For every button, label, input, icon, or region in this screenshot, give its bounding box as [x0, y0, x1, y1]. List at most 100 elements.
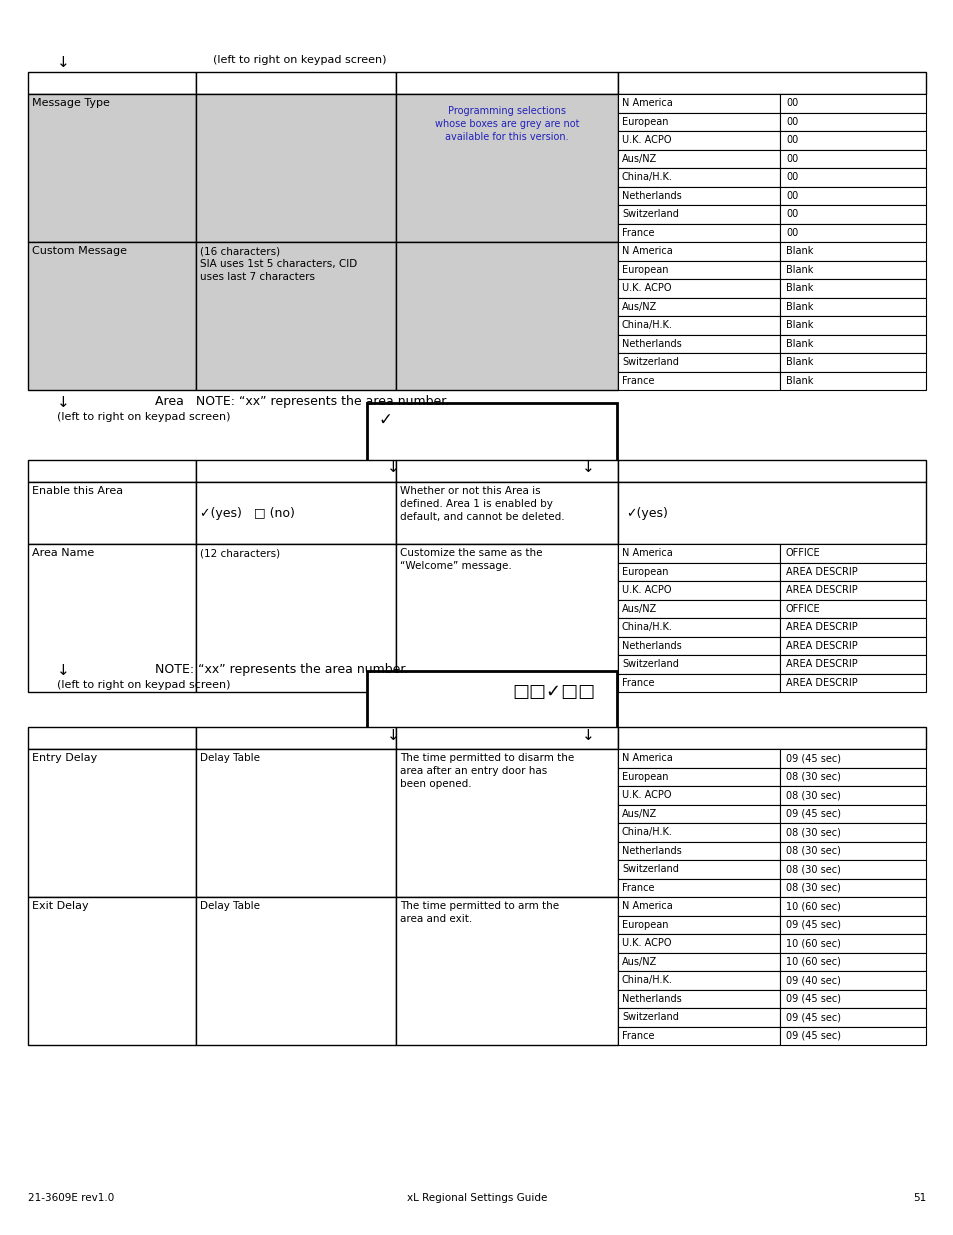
- Bar: [28, 543, 195, 692]
- Text: Customize the same as the
“Welcome” message.: Customize the same as the “Welcome” mess…: [399, 548, 542, 572]
- Text: 51: 51: [912, 1193, 925, 1203]
- Text: 08 (30 sec): 08 (30 sec): [785, 883, 840, 893]
- Text: AREA DESCRIP: AREA DESCRIP: [785, 641, 857, 651]
- Text: ↓: ↓: [581, 727, 594, 743]
- Text: AREA DESCRIP: AREA DESCRIP: [785, 659, 857, 669]
- Bar: [618, 186, 780, 205]
- Text: Switzerland: Switzerland: [621, 659, 679, 669]
- Text: 00: 00: [785, 190, 798, 201]
- Bar: [618, 562, 780, 580]
- Text: Blank: Blank: [785, 320, 813, 330]
- Bar: [618, 727, 925, 748]
- Bar: [780, 655, 925, 673]
- Text: Exit Delay: Exit Delay: [32, 902, 89, 911]
- Text: N America: N America: [621, 902, 672, 911]
- Text: Blank: Blank: [785, 357, 813, 367]
- Text: 08 (30 sec): 08 (30 sec): [785, 864, 840, 874]
- Bar: [28, 94, 195, 242]
- Bar: [618, 934, 780, 952]
- Bar: [780, 279, 925, 298]
- Bar: [780, 242, 925, 261]
- Text: AREA DESCRIP: AREA DESCRIP: [785, 678, 857, 688]
- Bar: [780, 205, 925, 224]
- Bar: [780, 878, 925, 897]
- Text: Entry Delay: Entry Delay: [32, 753, 97, 763]
- Bar: [395, 459, 618, 482]
- Bar: [618, 1008, 780, 1026]
- Bar: [780, 673, 925, 692]
- Text: China/H.K.: China/H.K.: [621, 320, 672, 330]
- Text: France: France: [621, 678, 654, 688]
- Text: N America: N America: [621, 246, 672, 256]
- Bar: [618, 841, 780, 860]
- Bar: [195, 748, 395, 897]
- Text: (16 characters)
SIA uses 1st 5 characters, CID
uses last 7 characters: (16 characters) SIA uses 1st 5 character…: [200, 246, 356, 283]
- Text: 10 (60 sec): 10 (60 sec): [785, 902, 840, 911]
- Bar: [618, 72, 925, 94]
- Text: Switzerland: Switzerland: [621, 1013, 679, 1023]
- Bar: [780, 224, 925, 242]
- Bar: [28, 482, 195, 543]
- Bar: [780, 372, 925, 390]
- Bar: [195, 242, 395, 390]
- Bar: [780, 915, 925, 934]
- Text: □□✓□□: □□✓□□: [512, 683, 595, 701]
- Bar: [618, 636, 780, 655]
- Text: 09 (45 sec): 09 (45 sec): [785, 753, 841, 763]
- Text: 10 (60 sec): 10 (60 sec): [785, 957, 840, 967]
- Bar: [195, 543, 395, 692]
- Text: ↓: ↓: [57, 663, 70, 678]
- Text: 00: 00: [785, 99, 798, 109]
- Text: The time permitted to disarm the
area after an entry door has
been opened.: The time permitted to disarm the area af…: [399, 753, 574, 789]
- Text: France: France: [621, 227, 654, 238]
- Text: Aus/NZ: Aus/NZ: [621, 809, 657, 819]
- Text: ↓: ↓: [57, 56, 70, 70]
- Text: China/H.K.: China/H.K.: [621, 622, 672, 632]
- Bar: [618, 205, 780, 224]
- Bar: [780, 636, 925, 655]
- Bar: [618, 353, 780, 372]
- Text: ✓(yes)   □ (no): ✓(yes) □ (no): [200, 506, 294, 520]
- Bar: [195, 482, 395, 543]
- Bar: [618, 372, 780, 390]
- Bar: [618, 878, 780, 897]
- Bar: [780, 149, 925, 168]
- Text: China/H.K.: China/H.K.: [621, 976, 672, 986]
- Text: Switzerland: Switzerland: [621, 864, 679, 874]
- Text: European: European: [621, 264, 668, 274]
- Bar: [780, 94, 925, 112]
- Bar: [618, 149, 780, 168]
- Text: Netherlands: Netherlands: [621, 190, 681, 201]
- Bar: [618, 952, 780, 971]
- Bar: [618, 543, 780, 562]
- Text: France: France: [621, 375, 654, 385]
- Text: Netherlands: Netherlands: [621, 641, 681, 651]
- Text: Switzerland: Switzerland: [621, 209, 679, 220]
- Bar: [780, 618, 925, 636]
- Text: Whether or not this Area is
defined. Area 1 is enabled by
default, and cannot be: Whether or not this Area is defined. Are…: [399, 487, 564, 522]
- Bar: [618, 767, 780, 785]
- Text: Delay Table: Delay Table: [200, 753, 260, 763]
- Text: 09 (45 sec): 09 (45 sec): [785, 1013, 841, 1023]
- Bar: [618, 748, 780, 767]
- Text: 21-3609E rev1.0: 21-3609E rev1.0: [28, 1193, 114, 1203]
- Text: AREA DESCRIP: AREA DESCRIP: [785, 622, 857, 632]
- Text: (left to right on keypad screen): (left to right on keypad screen): [57, 680, 231, 690]
- Bar: [618, 261, 780, 279]
- Bar: [780, 316, 925, 335]
- Bar: [618, 673, 780, 692]
- Text: 00: 00: [785, 117, 798, 127]
- Text: China/H.K.: China/H.K.: [621, 172, 672, 183]
- Text: 00: 00: [785, 153, 798, 164]
- Text: 00: 00: [785, 209, 798, 220]
- Bar: [780, 261, 925, 279]
- Text: Message Type: Message Type: [32, 98, 110, 107]
- Text: European: European: [621, 772, 668, 782]
- Bar: [780, 543, 925, 562]
- Bar: [780, 186, 925, 205]
- Bar: [780, 580, 925, 599]
- Bar: [618, 131, 780, 149]
- Text: Switzerland: Switzerland: [621, 357, 679, 367]
- Bar: [395, 482, 618, 543]
- Bar: [780, 131, 925, 149]
